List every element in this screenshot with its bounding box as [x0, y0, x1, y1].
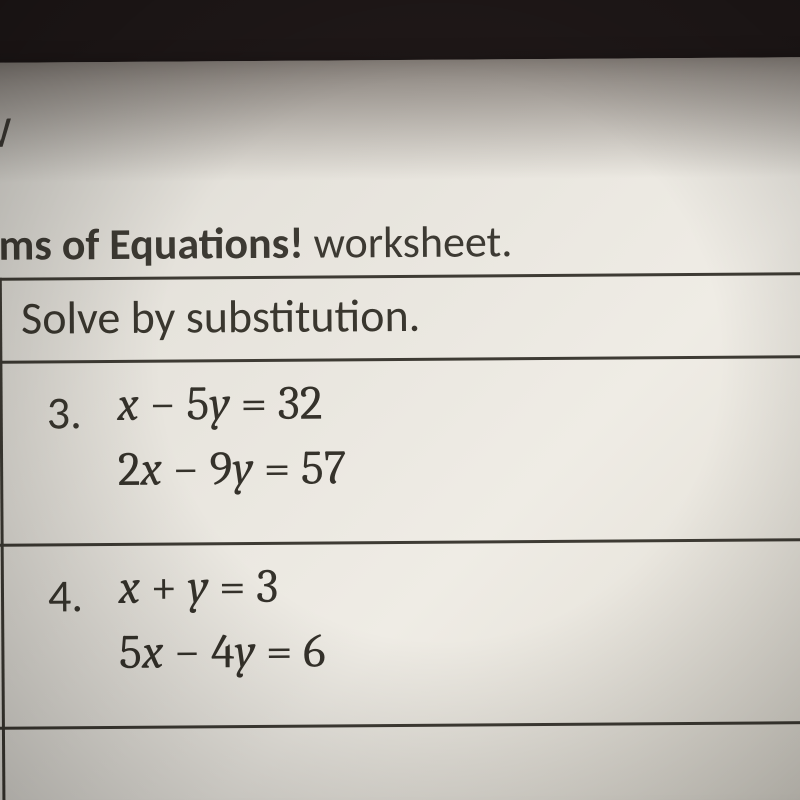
problem-4-number: 4. [23, 556, 89, 624]
instruction-text: Solve by substitution. [21, 275, 800, 360]
p3e1-rhs: = 32 [230, 376, 323, 432]
problem-3-number: 3. [21, 373, 87, 441]
p4e1-x: x [118, 560, 140, 615]
worksheet-title: stems of Equations! worksheet. [0, 214, 513, 272]
worksheet-paper: HW stems of Equations! worksheet. Solve … [0, 57, 800, 800]
problem-4-eq2: 5x − 4y = 6 [119, 623, 326, 679]
problem-4-content: 4. x + y = 3 5x − 4y = 6 [23, 541, 800, 700]
header-fragment: HW [0, 105, 13, 159]
photo-frame: HW stems of Equations! worksheet. Solve … [0, 0, 800, 800]
p4e2-op: − 4 [163, 624, 235, 679]
p3e2-op: − 9 [162, 441, 233, 496]
problem-3-equations: x − 5y = 32 2x − 9y = 57 [117, 371, 346, 502]
p3e1-x: x [117, 377, 139, 432]
p4e2-pre: 5 [119, 625, 142, 680]
p4e1-op: + [140, 559, 188, 614]
p4e1-y: y [188, 559, 209, 614]
title-rest: worksheet. [303, 214, 512, 269]
problem-row-4: 4. x + y = 3 5x − 4y = 6 [0, 541, 800, 730]
table: Solve by substitution. 3. x − 5y = 32 2x… [0, 272, 800, 730]
instruction-row: Solve by substitution. [0, 275, 800, 364]
p3e2-pre: 2 [118, 442, 141, 497]
problem-3-content: 3. x − 5y = 32 2x − 9y = 57 [21, 358, 800, 517]
p4e2-y: y [234, 624, 255, 679]
p4e1-rhs: = 3 [208, 559, 278, 614]
p4e2-rhs: = 6 [255, 623, 326, 678]
p3e2-x: x [140, 441, 162, 496]
p3e1-y: y [209, 376, 230, 431]
problem-3-eq2: 2x − 9y = 57 [118, 440, 347, 497]
problem-4-eq1: x + y = 3 [118, 559, 278, 615]
problem-row-3: 3. x − 5y = 32 2x − 9y = 57 [0, 358, 800, 547]
top-shadow [0, 57, 800, 183]
problem-4-equations: x + y = 3 5x − 4y = 6 [118, 555, 325, 686]
p3e1-op: − 5 [139, 376, 210, 431]
p4e2-x: x [142, 624, 164, 679]
title-bold: stems of Equations! [0, 216, 304, 273]
problem-3-eq1: x − 5y = 32 [117, 376, 323, 432]
p3e2-y: y [232, 441, 253, 496]
p3e2-rhs: = 57 [253, 440, 346, 496]
